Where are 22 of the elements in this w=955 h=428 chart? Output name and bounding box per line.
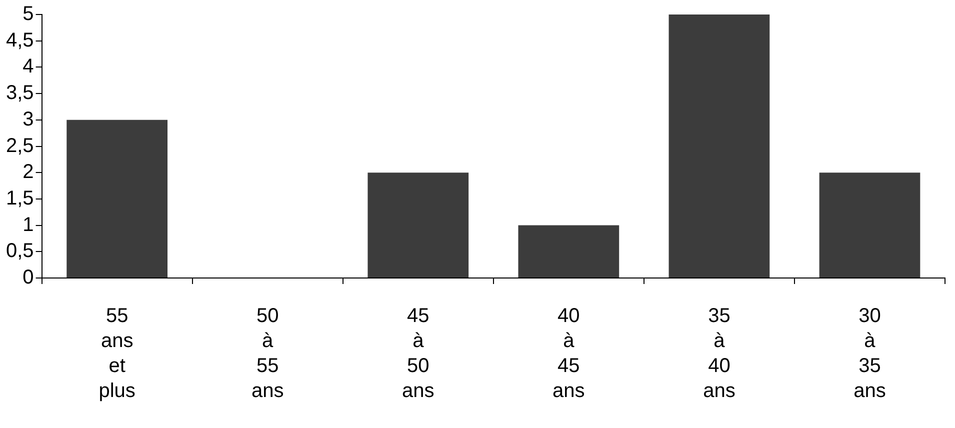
- x-tick-label: 35 à 40 ans: [703, 305, 736, 402]
- y-tick-label: 4,5: [6, 29, 34, 52]
- y-tick-label: 3,5: [6, 82, 34, 104]
- y-tick-label: 2: [22, 161, 34, 184]
- x-tick-label: 50 à 55 ans: [251, 305, 284, 402]
- y-tick-label: 0: [22, 266, 34, 289]
- bar: [66, 120, 168, 278]
- y-tick-label: 4: [22, 56, 34, 78]
- bar: [819, 172, 920, 278]
- y-tick-label: 1,5: [6, 187, 34, 210]
- y-tick-label: 1: [22, 214, 34, 236]
- y-tick-label: 5: [22, 3, 34, 26]
- bar: [368, 172, 469, 278]
- bar: [668, 14, 770, 278]
- y-tick-label: 2,5: [6, 134, 34, 157]
- y-tick-label: 0,5: [6, 240, 34, 262]
- x-tick-label: 40 à 45 ans: [552, 305, 585, 402]
- x-tick-label: 55 ans et plus: [98, 305, 136, 402]
- x-tick-label: 45 à 50 ans: [402, 305, 434, 402]
- x-tick-label: 30 à 35 ans: [854, 305, 886, 402]
- bar: [518, 225, 620, 278]
- y-tick-label: 3: [22, 108, 34, 130]
